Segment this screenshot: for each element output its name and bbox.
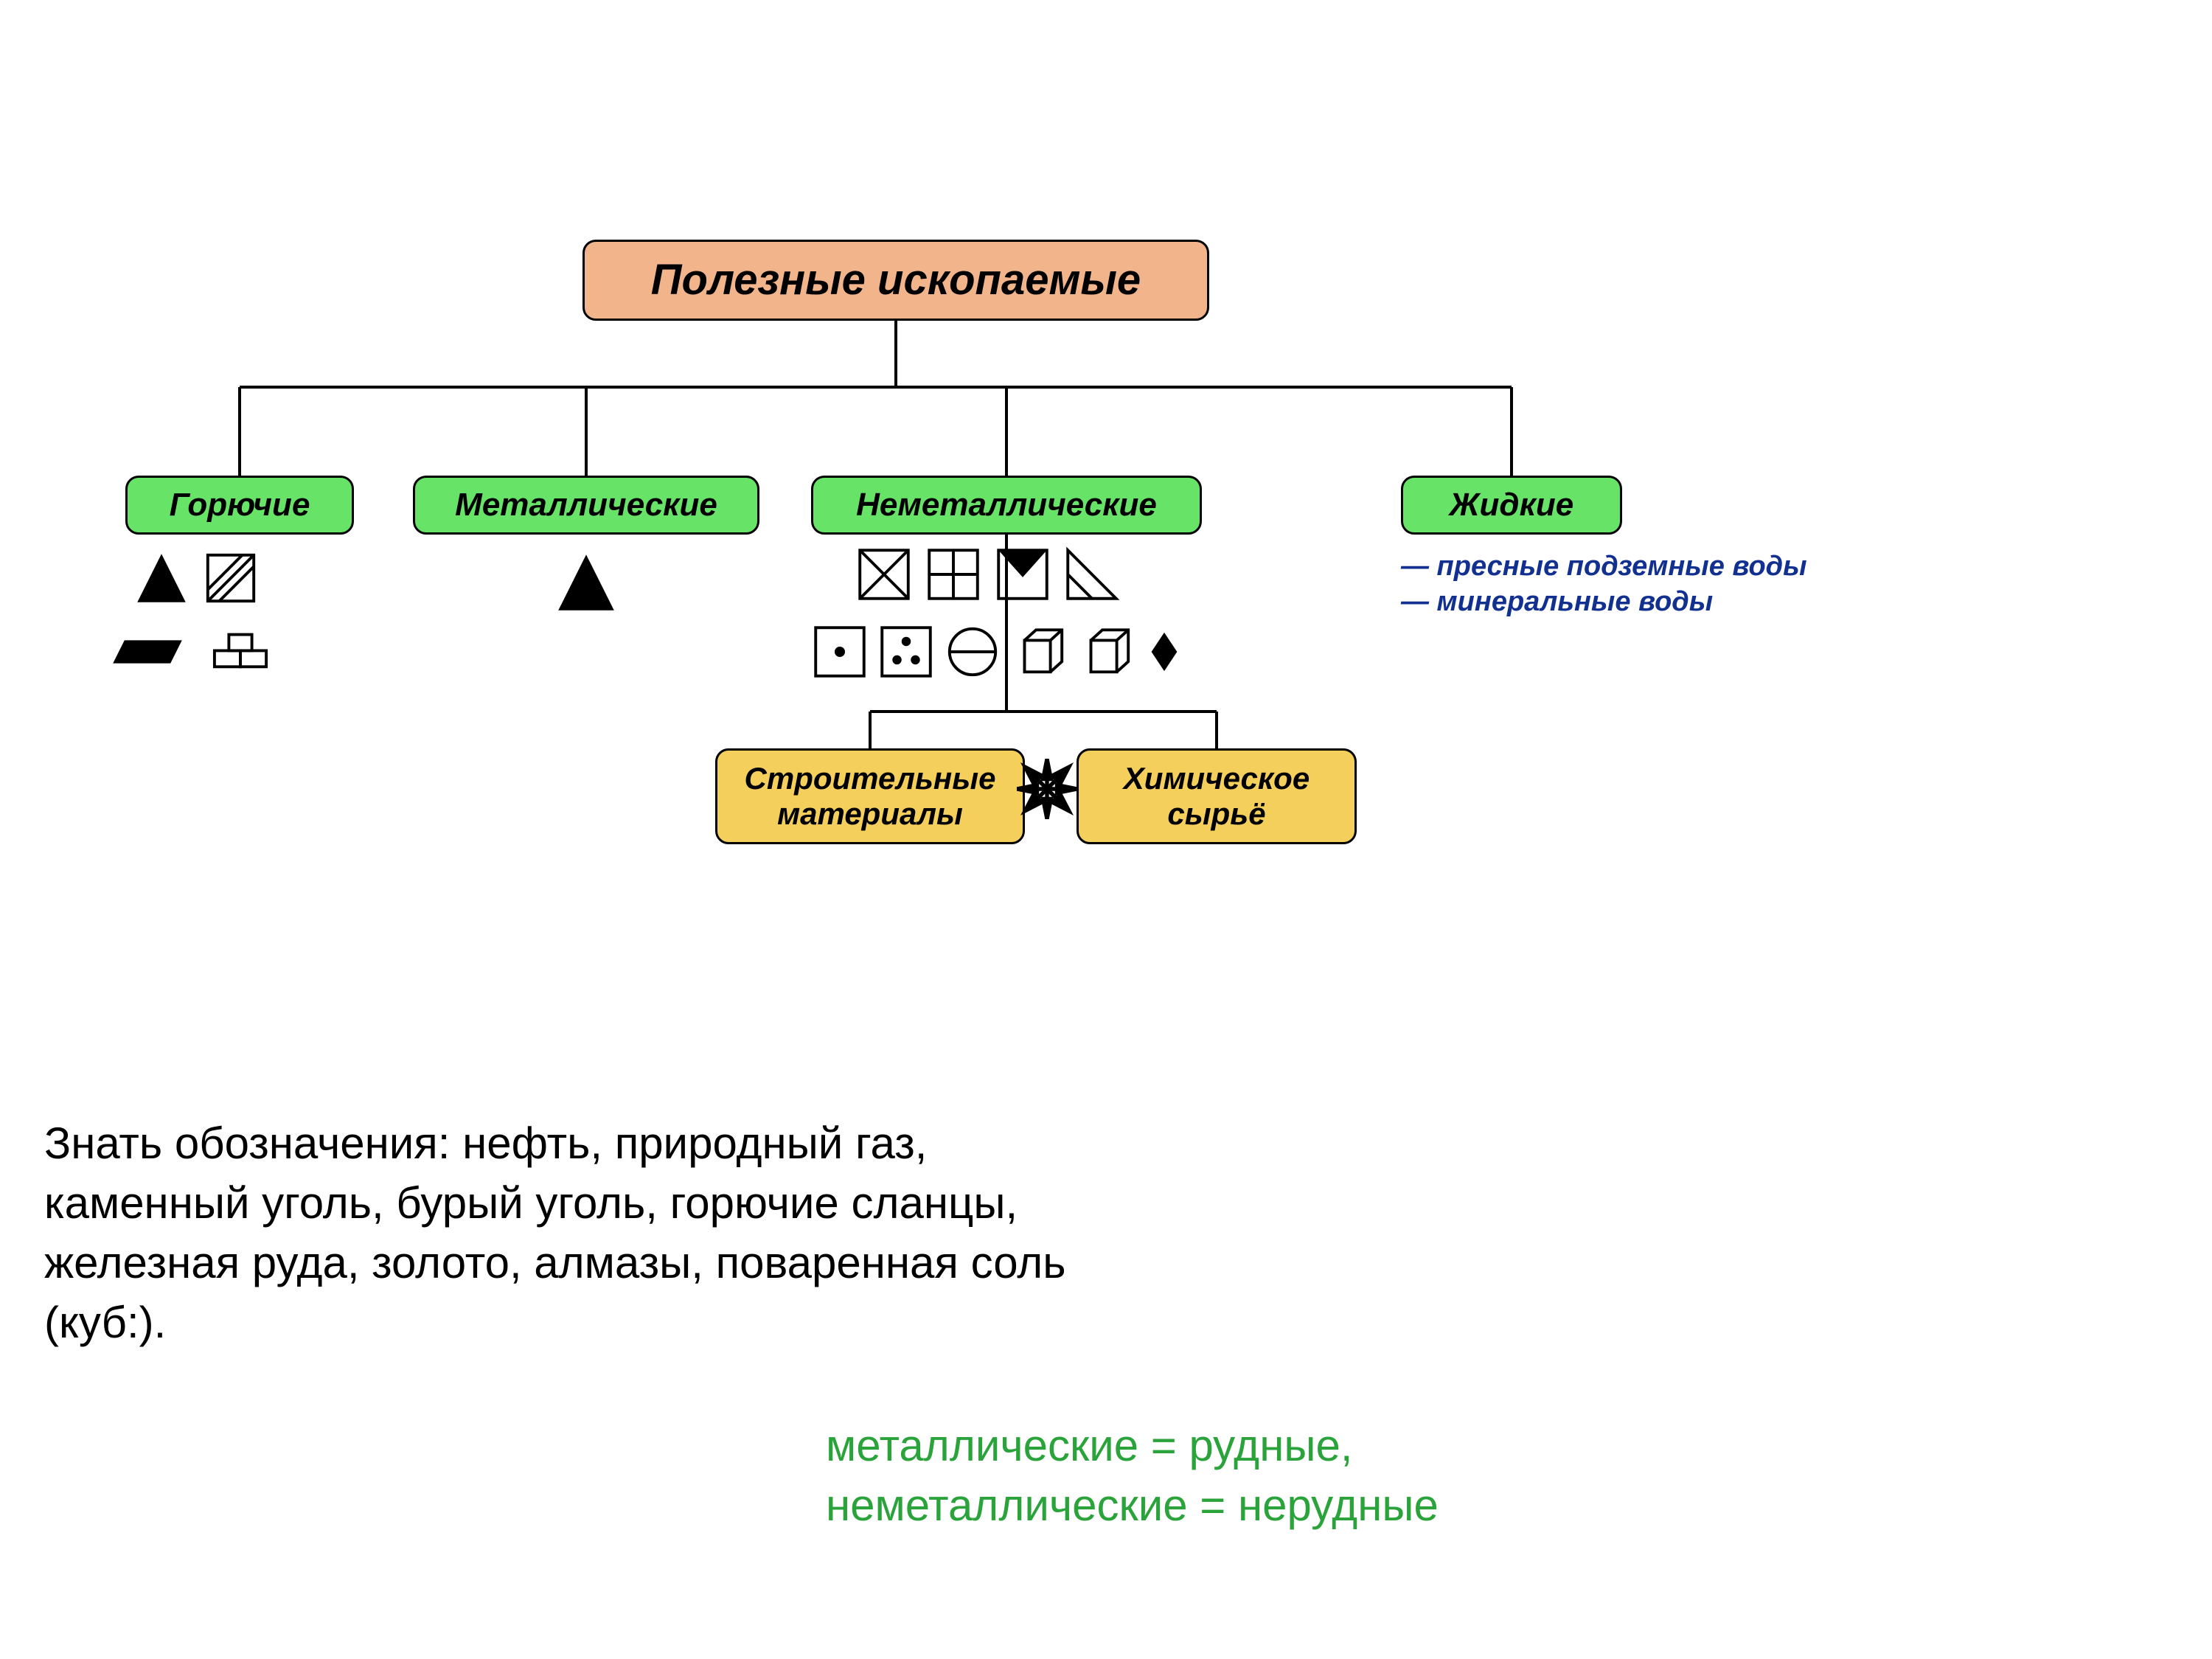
x-square-icon [855, 546, 913, 603]
note-green-line-0: металлические = рудные, [826, 1416, 1439, 1475]
black-triangle-icon [133, 549, 190, 607]
chemical-label: Химическое сырьё [1124, 761, 1310, 832]
martini-square-icon [994, 546, 1051, 603]
note-black-line-3: (куб:). [44, 1293, 1150, 1352]
construction-label: Строительные материалы [745, 761, 996, 832]
note-green: металлические = рудные, неметаллические … [826, 1416, 1439, 1535]
eight-point-star-icon [1014, 756, 1080, 822]
black-parallelogram-icon [103, 623, 192, 681]
chemical-box: Химическое сырьё [1077, 748, 1357, 844]
root-label: Полезные ископаемые [651, 256, 1141, 305]
three-dot-square-icon [877, 623, 935, 681]
nonmetallic-icons-row1 [855, 546, 1121, 603]
liquid-item-0: — пресные подземные воды [1401, 549, 1807, 585]
liquid-label: Жидкие [1450, 487, 1574, 524]
liquid-items: — пресные подземные воды — минеральные в… [1401, 549, 1807, 619]
note-black-line-1: каменный уголь, бурый уголь, горючие сла… [44, 1173, 1150, 1233]
metallic-box: Металлические [413, 476, 759, 535]
construction-box: Строительные материалы [715, 748, 1025, 844]
cube-outline-icon [1077, 623, 1134, 681]
black-triangle-icon [553, 549, 619, 616]
note-green-line-1: неметаллические = нерудные [826, 1475, 1439, 1535]
metallic-icons [553, 549, 619, 616]
bricks-icon [204, 623, 277, 681]
cube-outline-icon [1010, 623, 1068, 681]
note-black-line-0: Знать обозначения: нефть, природный газ, [44, 1113, 1150, 1173]
note-black-line-2: железная руда, золото, алмазы, поваренна… [44, 1233, 1150, 1293]
liquid-box: Жидкие [1401, 476, 1622, 535]
combustible-label: Горючие [170, 487, 310, 524]
plus-square-icon [925, 546, 982, 603]
half-triangle-icon [1063, 546, 1121, 603]
root-box: Полезные ископаемые [582, 240, 1209, 321]
nonmetallic-icons-row2 [811, 623, 1186, 681]
metallic-label: Металлические [455, 487, 717, 524]
combustible-box: Горючие [125, 476, 354, 535]
liquid-item-1: — минеральные воды [1401, 585, 1807, 620]
one-dot-square-icon [811, 623, 869, 681]
combustible-icons-row2 [103, 623, 277, 681]
nonmetallic-box: Неметаллические [811, 476, 1202, 535]
note-black: Знать обозначения: нефть, природный газ,… [44, 1113, 1150, 1352]
combustible-icons-row1 [133, 549, 260, 607]
h-split-circle-icon [944, 623, 1001, 681]
nonmetallic-label: Неметаллические [856, 487, 1157, 524]
black-diamond-icon [1143, 623, 1186, 681]
hatched-square-icon [202, 549, 260, 607]
minerals-tree-diagram: Полезные ископаемые Горючие Металлически… [125, 240, 2087, 903]
